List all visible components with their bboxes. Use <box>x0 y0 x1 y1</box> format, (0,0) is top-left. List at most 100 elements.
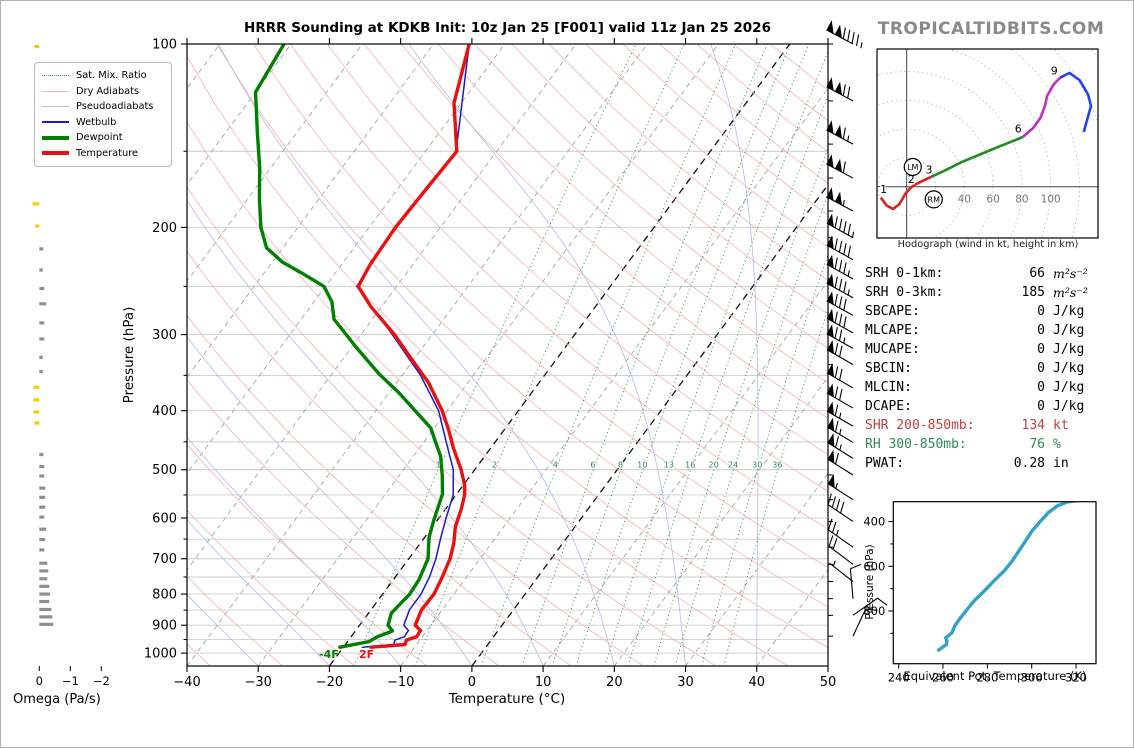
temp-tick-label: −30 <box>245 675 272 690</box>
legend-box: Sat. Mix. Ratio Dry Adiabats Pseudoadiabat… <box>34 62 172 167</box>
theta-e-y-tick: 400 <box>863 515 885 529</box>
index-unit: J/kg <box>1053 399 1085 414</box>
index-unit: % <box>1053 437 1061 452</box>
dewpoint-curve <box>253 44 445 649</box>
index-unit: J/kg <box>1053 304 1085 319</box>
temp-tick-label: −40 <box>173 675 200 690</box>
pressure-tick-label: 700 <box>152 552 177 567</box>
index-row-sbcin: SBCIN: 0 J/kg <box>865 359 1117 378</box>
hodograph-trace-3-6km <box>930 135 1024 179</box>
theta-e-x-tick: 240 <box>888 671 910 685</box>
hodograph-trace-9-12km <box>1059 71 1093 133</box>
hodo-ring-label: 100 <box>1041 194 1061 206</box>
temp-tick-label: 20 <box>606 675 623 690</box>
sounding-curves <box>253 44 471 649</box>
hodo-height-label: 9 <box>1051 64 1058 77</box>
omega-axis-label: Omega (Pa/s) <box>13 692 101 707</box>
temp-tick-label: 30 <box>677 675 694 690</box>
pressure-tick-label: 1000 <box>144 647 177 662</box>
surface-dewpoint-label: -4F <box>319 648 339 661</box>
temp-tick-label: −20 <box>316 675 343 690</box>
index-value: 0 <box>1037 304 1045 319</box>
theta-e-x-tick: 280 <box>976 671 998 685</box>
temp-tick-label: 10 <box>535 675 552 690</box>
theta-e-axis-label: Equivalent Pot. Temperature (K) <box>903 669 1087 683</box>
surface-temperature-label: 2F <box>359 648 375 661</box>
index-unit: J/kg <box>1053 323 1085 338</box>
storm-motion-LM-marker <box>903 157 922 177</box>
omega-tick-label: −1 <box>62 674 79 688</box>
legend-item-label: Wetbulb <box>76 116 117 128</box>
temp-tick-label: 40 <box>749 675 766 690</box>
stability-indices-panel: SRH 0-1km: 66 m²s⁻² SRH 0-3km: 185 m²s⁻² SBCAP… <box>865 264 1117 473</box>
mixing-ratio-label: 20 <box>708 460 718 470</box>
index-row-mlcin: MLCIN: 0 J/kg <box>865 378 1117 397</box>
index-label: SHR 200-850mb: <box>865 418 975 433</box>
index-label: SRH 0-1km: <box>865 266 944 281</box>
index-label: PWAT: <box>865 456 905 471</box>
hodo-height-label: 2 <box>908 173 915 186</box>
hodograph-trace-6-9km <box>1021 76 1062 138</box>
pressure-tick-label: 300 <box>152 328 177 343</box>
pressure-tick-label: 200 <box>152 221 177 236</box>
pressure-tick-label: 600 <box>152 511 177 526</box>
index-row-srh-0-3km: SRH 0-3km: 185 m²s⁻² <box>865 283 1117 302</box>
theta-e-pressure-label: Pressure (hPa) <box>864 544 876 620</box>
mixing-ratio-label: 8 <box>618 460 623 470</box>
index-unit: m²s⁻² <box>1053 285 1088 300</box>
index-unit: kt <box>1053 418 1069 433</box>
pressure-tick-label: 400 <box>152 404 177 419</box>
hodograph-trace-0-3km <box>879 175 932 211</box>
index-label: RH 300-850mb: <box>865 437 967 452</box>
page-title: HRRR Sounding at KDKB Init: 10z Jan 25 [… <box>244 20 771 36</box>
legend-item-label: Temperature <box>76 147 139 159</box>
theta-e-y-tick: 600 <box>863 559 885 573</box>
mixing-ratio-label: 1 <box>435 460 440 470</box>
temp-tick-label: −10 <box>387 675 414 690</box>
index-label: MLCAPE: <box>865 323 920 338</box>
mixing-ratio-label: 13 <box>664 460 674 470</box>
legend-line-sample <box>42 121 69 124</box>
temperature-curve <box>356 44 471 649</box>
hodo-height-label: 1 <box>880 183 887 196</box>
pressure-axis-label: Pressure (hPa) <box>121 306 137 404</box>
temp-tick-label: 50 <box>820 675 837 690</box>
legend-line-sample <box>42 106 69 108</box>
index-unit: m²s⁻² <box>1053 266 1088 281</box>
legend-item-label: Pseudoadiabats <box>76 101 154 113</box>
index-value: 66 <box>1029 266 1045 281</box>
index-row-mlcape: MLCAPE: 0 J/kg <box>865 321 1117 340</box>
mixing-ratio-label: 16 <box>685 460 695 470</box>
theta-e-curve <box>936 501 1083 652</box>
index-label: SBCIN: <box>865 361 912 376</box>
wetbulb-curve <box>356 44 470 648</box>
index-value: 0.28 <box>1013 456 1045 471</box>
pressure-tick-label: 500 <box>152 463 177 478</box>
mixing-ratio-label: 30 <box>752 460 762 470</box>
hodograph-caption: Hodograph (wind in kt, height in km) <box>897 239 1079 250</box>
theta-e-x-tick: 300 <box>1021 671 1043 685</box>
legend-item-label: Dry Adiabats <box>76 85 140 97</box>
legend-item-sat-mix-ratio: Sat. Mix. Ratio <box>42 68 164 84</box>
index-row-mucape: MUCAPE: 0 J/kg <box>865 340 1117 359</box>
mixing-ratio-label: 36 <box>772 460 782 470</box>
legend-item-wetbulb: Wetbulb <box>42 115 164 131</box>
index-value: 0 <box>1037 323 1045 338</box>
index-row-sbcape: SBCAPE: 0 J/kg <box>865 302 1117 321</box>
index-value: 76 <box>1029 437 1045 452</box>
legend-line-sample <box>42 151 69 156</box>
hodo-height-label: 3 <box>926 164 933 177</box>
index-row-pwat: PWAT: 0.28 in <box>865 454 1117 473</box>
omega-tick-label: −2 <box>93 674 110 688</box>
hodograph: 40 60 80 100 1 23 6 9 LM RM <box>876 48 1099 239</box>
mixing-ratio-label: 24 <box>728 460 738 470</box>
skewt-background-lines: 1 2 4 6 8 10 13 16 20 24 30 36 <box>187 44 828 666</box>
skewt-axes: −40 −30 −20 −10 0 10 20 30 40 50 100 200 300 400 500 60… <box>144 38 836 691</box>
hodo-ring-label: 60 <box>986 194 999 206</box>
index-row-rh-300-850mb: RH 300-850mb: 76% <box>865 435 1117 454</box>
legend-item-pseudoadiabats: Pseudoadiabats <box>42 99 164 115</box>
theta-e-panel: 240 260 280 300 320 400 600 800 <box>863 501 1097 685</box>
pressure-tick-label: 900 <box>152 619 177 634</box>
index-label: MLCIN: <box>865 380 912 395</box>
legend-line-sample <box>42 135 69 140</box>
